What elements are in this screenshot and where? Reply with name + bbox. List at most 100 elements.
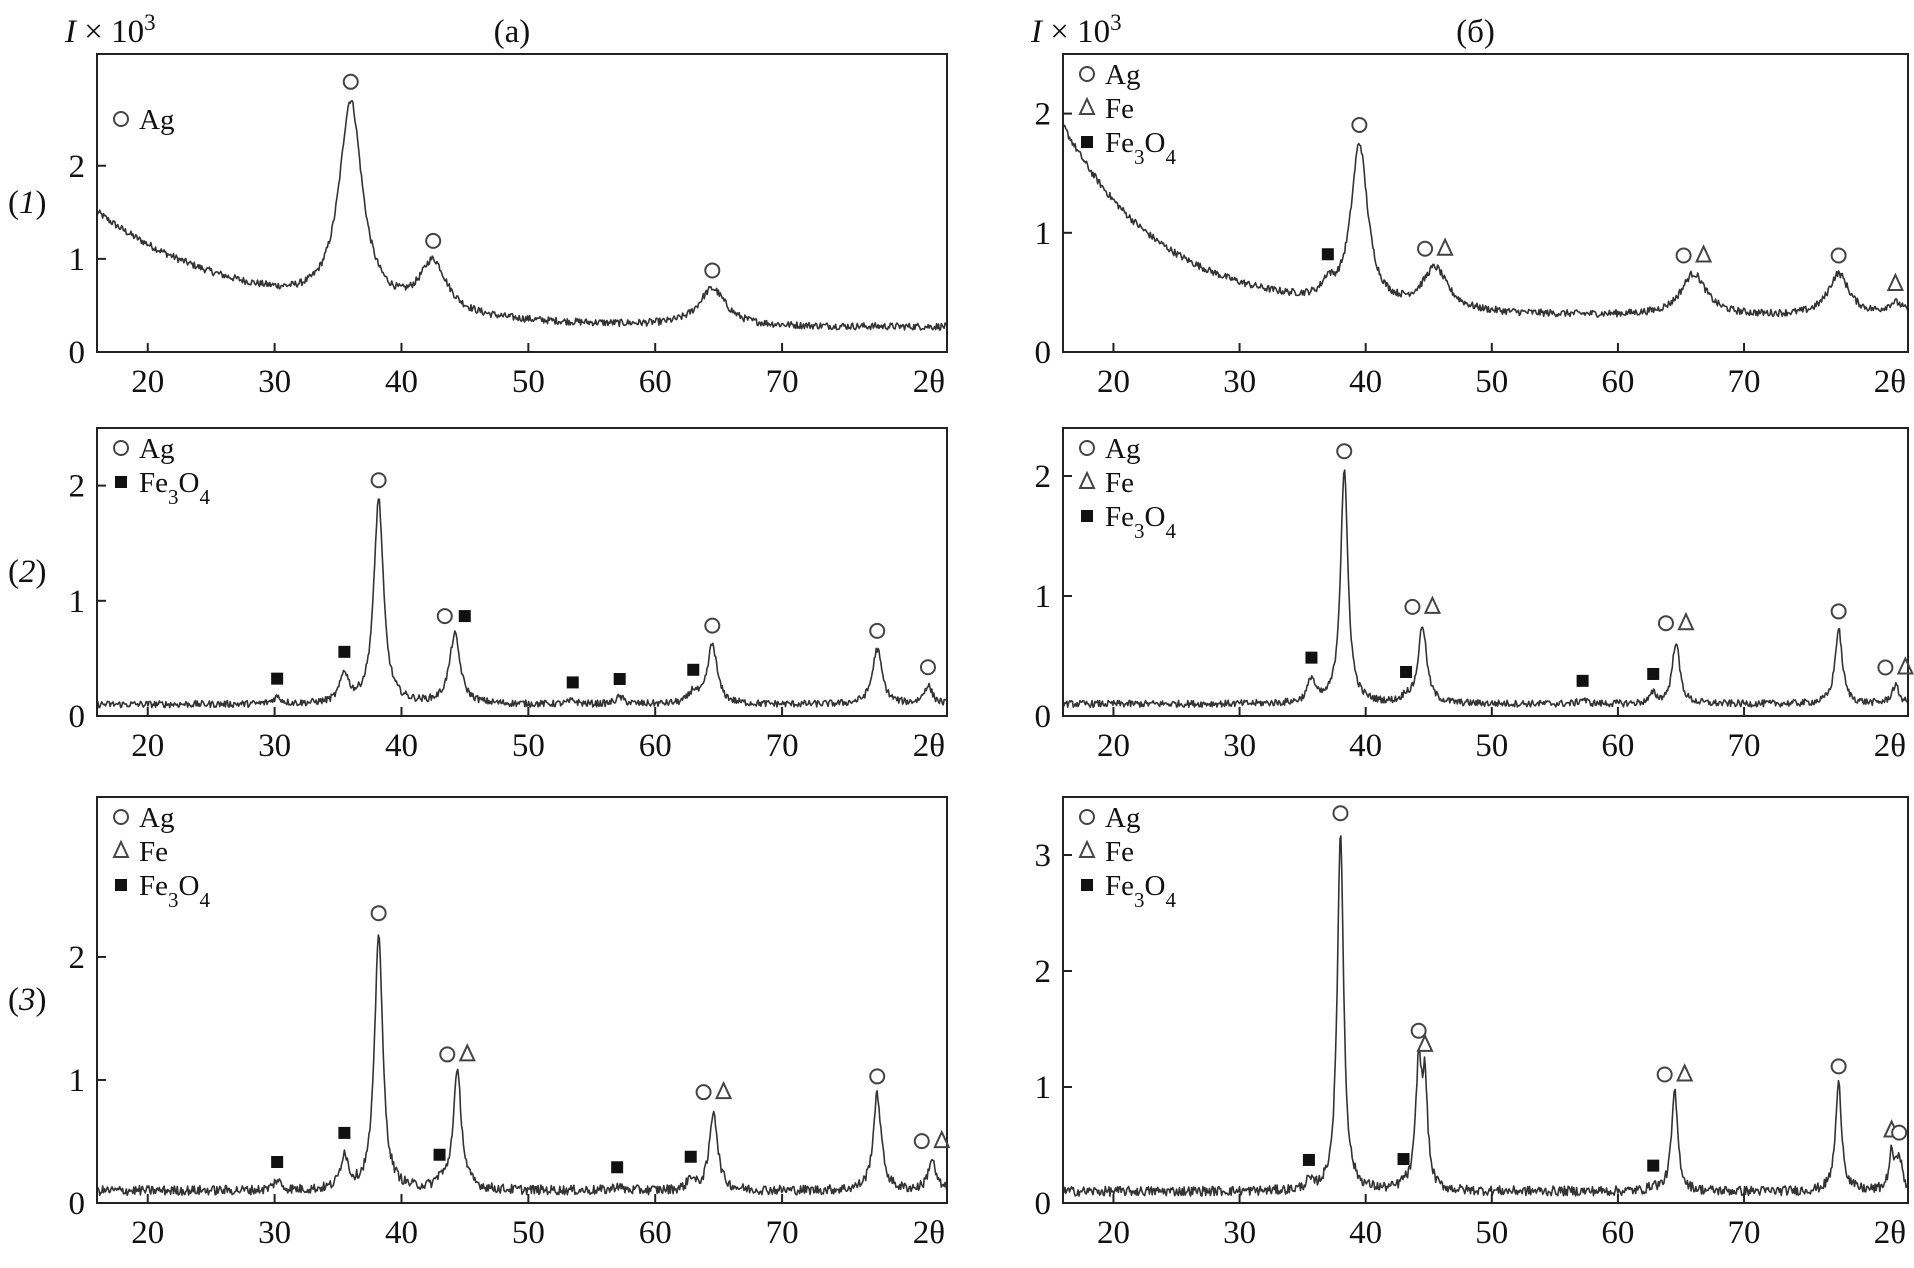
legend-label-fe: Fe (139, 836, 168, 868)
y-tick-label: 3 (1035, 838, 1052, 874)
legend-label-fe3o4: Fe3O4 (1105, 501, 1176, 543)
row-label: (2) (8, 554, 47, 590)
ag-marker (1830, 247, 1847, 264)
y-tick-label: 2 (69, 940, 86, 976)
fe-marker (458, 1043, 476, 1062)
ag-marker (1830, 603, 1847, 620)
fe-marker (1695, 244, 1713, 263)
x-axis-label: 2θ (913, 364, 945, 400)
y-axis-label: I × 103 (1030, 10, 1122, 50)
ag-marker (919, 659, 936, 676)
x-tick-label: 30 (258, 728, 291, 764)
x-tick-label: 70 (1728, 728, 1761, 764)
plot-frame (96, 796, 948, 1204)
fe3o4-marker (338, 645, 351, 658)
ag-marker (704, 262, 721, 279)
y-tick-label: 0 (69, 335, 86, 371)
fe-marker (1676, 1063, 1694, 1082)
ag-marker (1830, 1058, 1847, 1075)
x-tick-label: 70 (766, 1215, 799, 1251)
x-tick-label: 60 (639, 1215, 672, 1251)
y-tick-label: 2 (1035, 459, 1052, 495)
y-tick-label: 1 (1035, 1070, 1052, 1106)
y-tick-label: 0 (1035, 335, 1052, 371)
y-tick-label: 2 (1035, 954, 1052, 990)
x-tick-label: 30 (1223, 364, 1256, 400)
row-label: (1) (8, 185, 47, 221)
x-tick-label: 40 (385, 364, 418, 400)
ag-marker (113, 809, 129, 825)
x-tick-label: 40 (1349, 1215, 1382, 1251)
x-tick-label: 70 (766, 728, 799, 764)
x-tick-label: 40 (1349, 364, 1382, 400)
xrd-trace-b1 (1062, 121, 1909, 318)
fe-marker (714, 1080, 733, 1100)
ag-marker (342, 73, 359, 90)
plot-frame (1062, 53, 1909, 353)
x-tick-label: 50 (512, 728, 545, 764)
xrd-trace-a3 (96, 934, 948, 1196)
x-tick-label: 40 (385, 728, 418, 764)
x-tick-label: 50 (1475, 364, 1508, 400)
ag-marker (1657, 615, 1674, 632)
x-tick-label: 70 (1728, 364, 1761, 400)
panel-title: (a) (494, 14, 531, 50)
ag-marker (695, 1084, 712, 1101)
fe3o4-marker (1400, 665, 1413, 678)
fe3o4-marker (1081, 136, 1093, 148)
ag-marker (1079, 809, 1095, 825)
plot-frame (96, 427, 948, 717)
fe3o4-marker (433, 1148, 446, 1161)
y-tick-label: 0 (69, 1186, 86, 1222)
fe-marker (1423, 595, 1442, 614)
panel-title: (б) (1456, 14, 1495, 50)
x-tick-label: 60 (1601, 728, 1634, 764)
fe-marker (1416, 1033, 1434, 1052)
x-tick-label: 60 (639, 728, 672, 764)
ag-marker (439, 1046, 456, 1063)
fe-marker (1078, 839, 1096, 858)
x-tick-label: 20 (1097, 728, 1130, 764)
legend-label-fe3o4: Fe3O4 (139, 870, 210, 912)
ag-marker (1336, 443, 1353, 460)
plot-frame (1062, 796, 1909, 1204)
x-tick-label: 40 (1349, 728, 1382, 764)
fe3o4-marker (687, 663, 700, 676)
plot-frame (96, 53, 948, 353)
legend-label-ag: Ag (139, 104, 174, 136)
x-tick-label: 20 (1097, 1215, 1130, 1251)
x-tick-label: 30 (1223, 728, 1256, 764)
ag-marker (1332, 805, 1349, 822)
fe3o4-marker (611, 1161, 624, 1174)
x-axis-label: 2θ (1874, 728, 1906, 764)
y-tick-label: 1 (1035, 579, 1052, 615)
y-tick-label: 1 (1035, 216, 1052, 252)
legend-label-fe: Fe (1105, 467, 1134, 499)
x-tick-label: 30 (258, 364, 291, 400)
fe3o4-marker (1576, 674, 1589, 687)
legend-label-fe3o4: Fe3O4 (139, 467, 210, 509)
x-tick-label: 50 (512, 1215, 545, 1251)
ag-marker (113, 440, 129, 456)
ag-marker (913, 1133, 930, 1150)
plot-frame (1062, 427, 1909, 717)
fe3o4-marker (1302, 1153, 1315, 1166)
ag-marker (1417, 240, 1434, 257)
x-tick-label: 70 (766, 364, 799, 400)
xrd-trace-b2 (1062, 469, 1909, 709)
x-tick-label: 50 (512, 364, 545, 400)
x-tick-label: 40 (385, 1215, 418, 1251)
fe-marker (1078, 96, 1096, 115)
fe-marker (1886, 272, 1904, 291)
fe-marker (933, 1129, 951, 1149)
x-tick-label: 50 (1475, 1215, 1508, 1251)
ag-marker (1891, 1124, 1908, 1141)
fe-marker (1896, 656, 1914, 675)
ag-marker (1877, 659, 1894, 676)
panel-a1: 20 30 40 50 60 70 2θ 0 1 2 Ag (a) I × 103 (1) (8, 10, 948, 400)
ag-marker (436, 608, 453, 625)
fe3o4-marker (1647, 1159, 1660, 1172)
